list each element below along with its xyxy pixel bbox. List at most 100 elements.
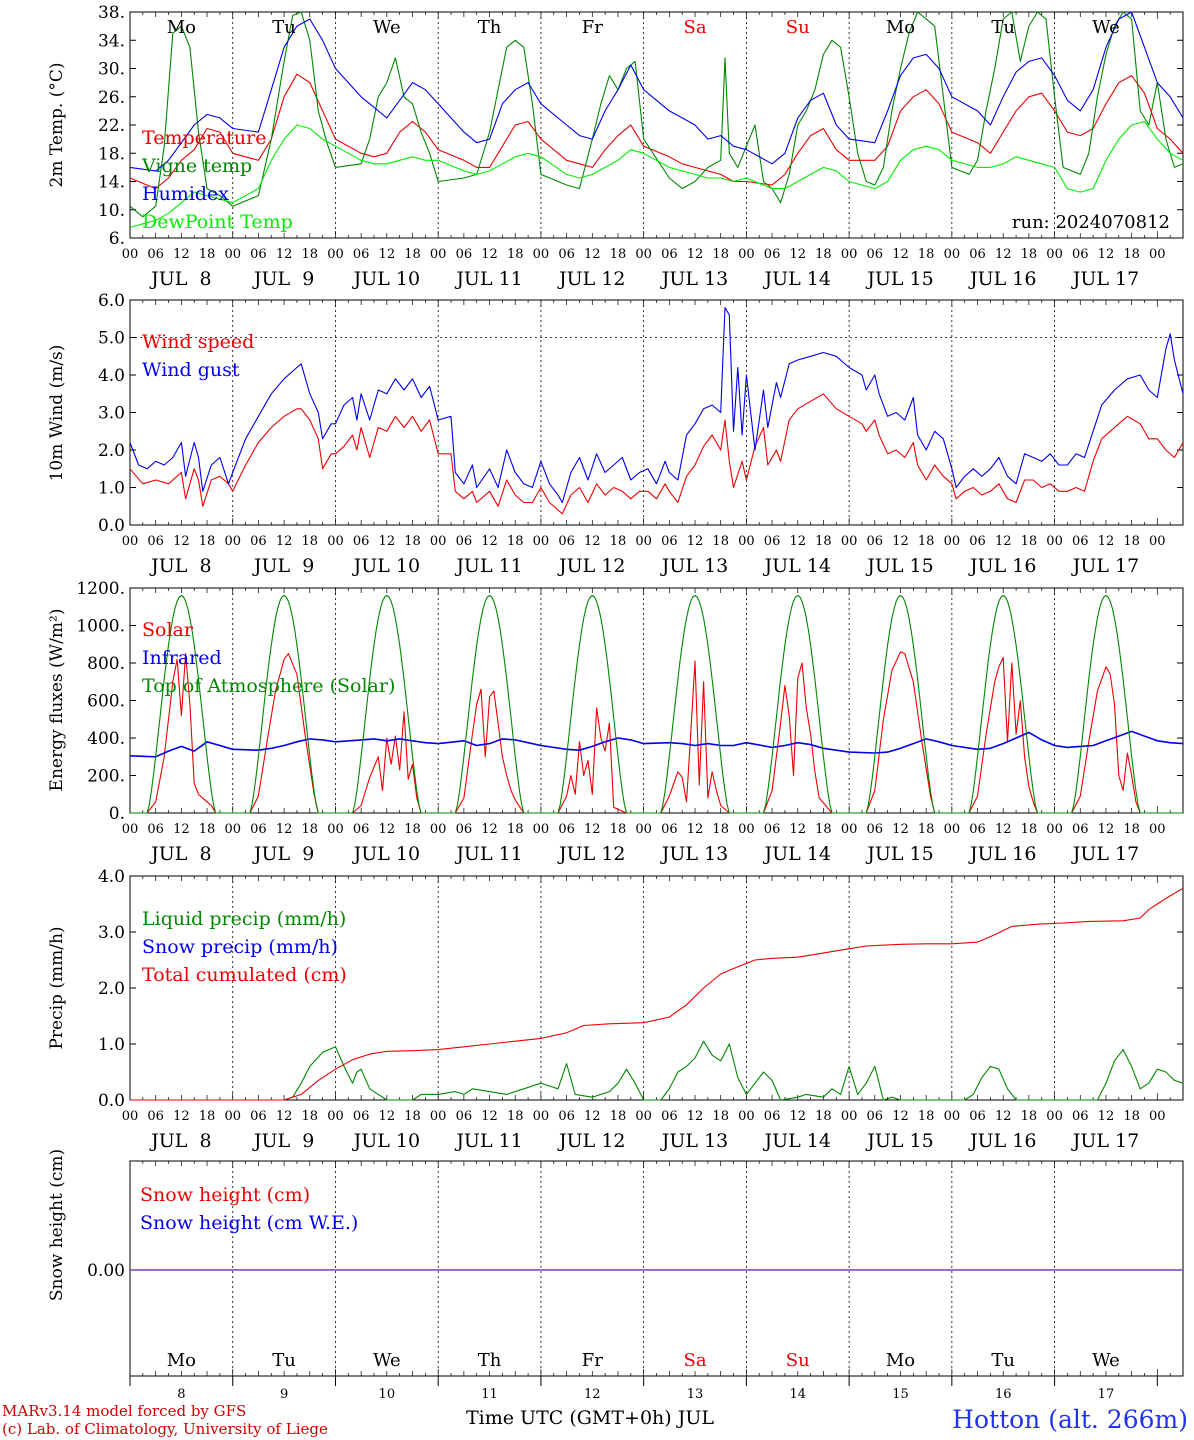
date-label: JUL 8 (149, 268, 211, 290)
x-tick-label: 18 (918, 247, 935, 262)
x-tick-label: 00 (841, 247, 858, 262)
x-tick-label: 18 (302, 247, 319, 262)
date-label: JUL 15 (865, 843, 933, 865)
day-number: 10 (379, 1387, 396, 1402)
x-tick-label: 18 (302, 1109, 319, 1124)
x-tick-label: 12 (379, 534, 396, 549)
legend-entry: Total cumulated (cm) (142, 964, 347, 986)
x-tick-label: 12 (892, 822, 909, 837)
x-tick-label: 12 (173, 1109, 190, 1124)
x-tick-label: 18 (815, 247, 832, 262)
date-label: JUL 15 (865, 268, 933, 290)
weekday-label: We (1092, 17, 1120, 38)
x-tick-label: 12 (481, 822, 498, 837)
date-label: JUL 17 (1071, 843, 1139, 865)
x-tick-label: 06 (1072, 822, 1089, 837)
x-tick-label: 18 (507, 247, 524, 262)
date-label: JUL 10 (352, 268, 420, 290)
y-tick-label: 3.0 (98, 923, 125, 943)
x-tick-label: 18 (712, 247, 729, 262)
x-tick-label: 00 (224, 1109, 241, 1124)
series-line (130, 887, 1184, 1101)
x-tick-label: 00 (1149, 534, 1166, 549)
x-tick-label: 12 (1098, 247, 1115, 262)
series-line (129, 73, 1184, 190)
legend-entry: Snow height (cm) (140, 1184, 310, 1206)
y-tick-label: 600. (87, 692, 125, 712)
x-tick-label: 12 (276, 534, 293, 549)
day-number: 13 (687, 1387, 704, 1402)
x-tick-label: 00 (122, 822, 139, 837)
x-tick-label: 18 (610, 534, 627, 549)
weekday-label: Su (786, 17, 810, 38)
date-label: JUL 13 (660, 1130, 728, 1152)
date-label: JUL 14 (763, 555, 831, 577)
weekday-label: Sa (683, 1350, 706, 1371)
x-tick-label: 06 (764, 247, 781, 262)
x-tick-label: 18 (918, 1109, 935, 1124)
x-tick-label: 06 (353, 822, 370, 837)
y-tick-label: 10. (98, 201, 125, 221)
weekday-label: Fr (582, 17, 603, 38)
date-label: JUL 12 (557, 555, 625, 577)
x-tick-label: 06 (867, 534, 884, 549)
legend-entry: Snow precip (mm/h) (142, 936, 338, 958)
date-label: JUL 16 (968, 1130, 1036, 1152)
x-tick-label: 06 (661, 247, 678, 262)
x-tick-label: 00 (841, 1109, 858, 1124)
legend-entry: Infrared (142, 647, 222, 669)
y-tick-label: 3.0 (98, 404, 125, 424)
x-tick-label: 12 (1098, 1109, 1115, 1124)
x-tick-label: 00 (533, 822, 550, 837)
legend-entry: Wind gust (142, 359, 240, 381)
date-label: JUL 11 (454, 268, 522, 290)
x-tick-label: 18 (815, 534, 832, 549)
x-tick-label: 18 (199, 247, 216, 262)
x-tick-label: 12 (481, 1109, 498, 1124)
x-tick-label: 18 (918, 534, 935, 549)
legend-entry: DewPoint Temp (142, 211, 293, 233)
date-label: JUL 10 (352, 1130, 420, 1152)
y-tick-label: 30. (98, 60, 125, 80)
date-label: JUL 11 (454, 555, 522, 577)
x-tick-label: 00 (944, 247, 961, 262)
x-tick-label: 00 (635, 534, 652, 549)
day-number: 17 (1098, 1387, 1115, 1402)
x-tick-label: 06 (661, 534, 678, 549)
date-label: JUL 12 (557, 843, 625, 865)
date-label: JUL 9 (252, 1130, 314, 1152)
x-tick-label: 12 (995, 822, 1012, 837)
x-tick-label: 06 (250, 822, 267, 837)
weekday-label: Th (478, 1350, 502, 1371)
x-tick-label: 00 (224, 247, 241, 262)
x-tick-label: 18 (712, 822, 729, 837)
x-tick-label: 12 (892, 1109, 909, 1124)
station-name: Hotton (alt. 266m) (952, 1405, 1188, 1434)
date-label: JUL 16 (968, 555, 1036, 577)
x-tick-label: 12 (584, 822, 601, 837)
x-tick-label: 18 (815, 822, 832, 837)
y-axis-label: Energy fluxes (W/m²) (47, 609, 67, 792)
x-tick-label: 12 (481, 247, 498, 262)
day-number: 14 (789, 1387, 806, 1402)
weekday-label: Tu (272, 1350, 296, 1371)
y-tick-label: 400. (87, 729, 125, 749)
x-tick-label: 00 (327, 1109, 344, 1124)
weekday-label: Tu (991, 1350, 1015, 1371)
x-tick-label: 00 (327, 534, 344, 549)
x-tick-label: 00 (1046, 534, 1063, 549)
x-tick-label: 18 (1123, 534, 1140, 549)
date-label: JUL 12 (557, 268, 625, 290)
date-label: JUL 15 (865, 1130, 933, 1152)
x-tick-label: 00 (1046, 247, 1063, 262)
x-tick-label: 00 (122, 247, 139, 262)
x-tick-label: 00 (430, 247, 447, 262)
x-tick-label: 12 (584, 247, 601, 262)
x-tick-label: 00 (533, 247, 550, 262)
x-tick-label: 18 (302, 822, 319, 837)
series-line (129, 730, 1184, 758)
x-tick-label: 06 (1072, 534, 1089, 549)
x-tick-label: 06 (1072, 247, 1089, 262)
x-tick-label: 18 (404, 247, 421, 262)
x-tick-label: 12 (173, 822, 190, 837)
